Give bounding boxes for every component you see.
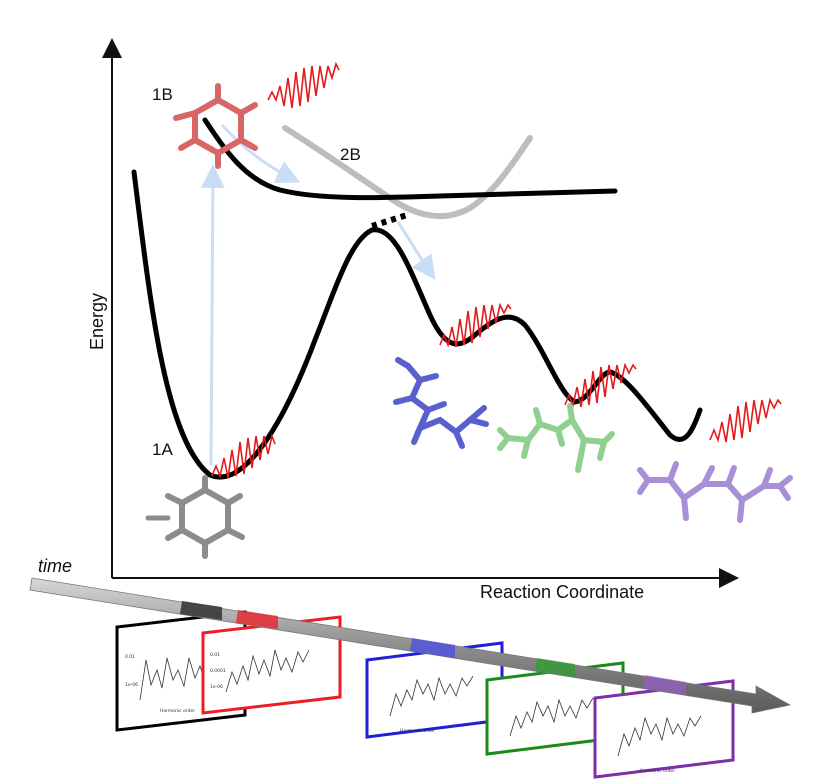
laser-pulse-icon (564, 362, 637, 408)
time-band-black (180, 601, 222, 620)
spectrum-line (225, 649, 310, 693)
spectrum-ytick: 1e-06 (125, 682, 138, 688)
hexatriene-green-icon (497, 403, 615, 473)
laser-pulses (211, 61, 782, 479)
spectrum-frame-purple: Harmonic order (593, 679, 735, 779)
relaxation-arrow-1 (220, 123, 301, 184)
relaxation-arrow-2 (396, 221, 436, 280)
state-1B-label: 1B (152, 85, 173, 104)
spectrum-line (509, 697, 594, 737)
hexatriene-purple-icon (637, 461, 793, 523)
spectrum-ytick: 0.01 (210, 652, 220, 658)
spectra-frames: 0.01 1e-06 Harmonic order 0.01 0.0001 1e… (115, 610, 735, 779)
time-band-blue (410, 638, 455, 658)
spectrum-frame-red: 0.01 0.0001 1e-06 (201, 615, 342, 715)
benzene-red-icon (173, 83, 258, 169)
state-1A-label: 1A (152, 440, 173, 459)
excitation-arrow (200, 164, 225, 466)
spectrum-xlabel: Harmonic order (640, 768, 675, 774)
state-1B-curve (202, 117, 618, 201)
y-axis-label: Energy (87, 293, 107, 350)
laser-pulse-icon (211, 433, 276, 479)
transition-arrows (200, 123, 436, 466)
spectrum-ytick: 1e-06 (210, 684, 223, 690)
time-band-red (236, 610, 278, 629)
spectrum-line (389, 675, 474, 717)
laser-pulse-icon (267, 61, 340, 109)
time-label: time (38, 556, 72, 576)
hexatriene-blue-icon (393, 357, 489, 449)
state-2B-curve (282, 125, 533, 219)
axes: Reaction Coordinate Energy (87, 38, 739, 602)
time-band-purple (643, 675, 686, 695)
time-band-green (535, 658, 575, 677)
spectrum-xlabel: Harmonic order (400, 728, 435, 734)
spectrum-xlabel: Harmonic order (160, 708, 195, 714)
benzene-gray-icon (145, 475, 245, 559)
laser-pulse-icon (709, 397, 782, 443)
spectrum-ytick: 0.01 (125, 654, 135, 660)
conical-intersection-dots (371, 211, 411, 229)
time-arrow: time (29, 556, 792, 714)
spectrum-ytick: 0.0001 (210, 668, 226, 674)
state-2B-label: 2B (340, 145, 361, 164)
spectrum-line (617, 715, 702, 757)
laser-pulse-icon (439, 302, 512, 348)
x-axis-label: Reaction Coordinate (480, 582, 644, 602)
